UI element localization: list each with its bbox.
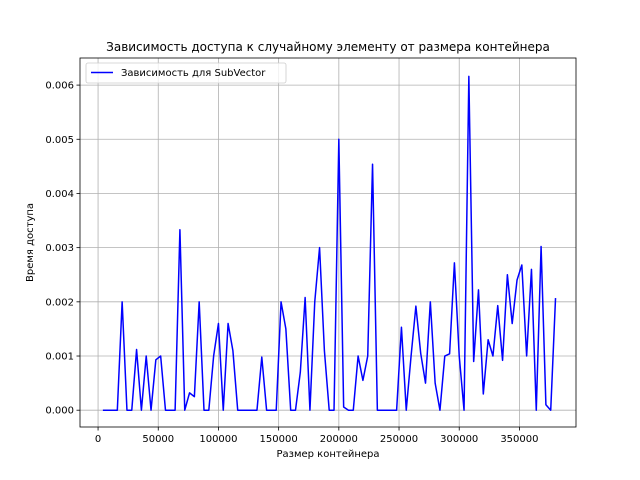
y-tick-label: 0.000 [45,406,74,417]
y-tick-label: 0.001 [45,352,74,363]
legend-box [85,62,287,84]
x-axis-title: Размер контейнера [276,449,379,460]
series-line-0 [102,75,557,411]
legend: Зависимость для SubVector [85,62,287,84]
x-tick-label: 250000 [380,434,418,445]
y-tick-label: 0.006 [45,81,74,92]
chart-title: Зависимость доступа к случайному элемент… [106,40,550,54]
y-tick-label: 0.005 [45,135,74,146]
y-axis-title: Время доступа [25,203,36,282]
x-tick-label: 0 [95,434,101,445]
series-layer [102,75,557,411]
y-tick-label: 0.004 [45,189,74,200]
x-tick-label: 200000 [320,434,358,445]
y-tick-label: 0.002 [45,297,74,308]
x-tick-label: 350000 [500,434,538,445]
plot-frame [79,57,577,428]
x-tick-label: 300000 [440,434,478,445]
y-tick-label: 0.003 [45,243,74,254]
y-axis: 0.000 0.001 0.002 0.003 0.004 0.005 0.006 [45,81,80,417]
legend-label: Зависимость для SubVector [121,68,266,79]
x-tick-label: 150000 [260,434,298,445]
x-tick-label: 100000 [199,434,237,445]
x-axis: 0 50000 100000 150000 200000 250000 300000 3500… [95,427,539,445]
x-tick-label: 50000 [142,434,174,445]
